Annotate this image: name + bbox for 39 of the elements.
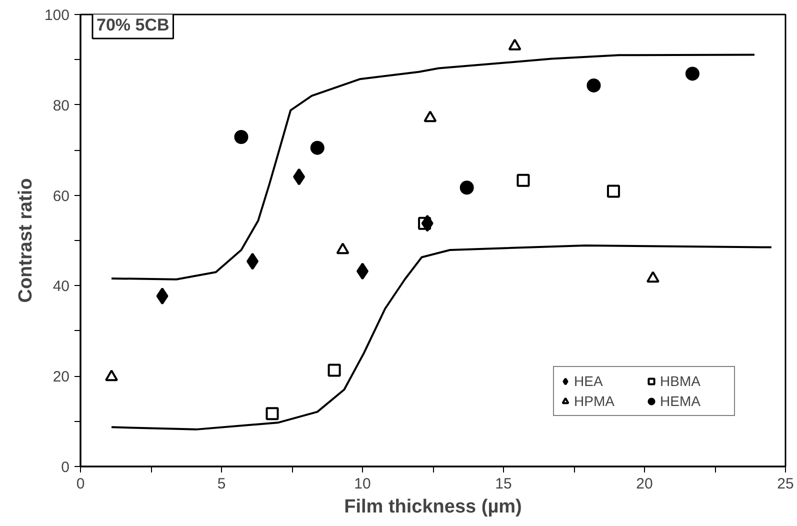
y-tick-label: 100 bbox=[44, 7, 70, 24]
point bbox=[508, 38, 522, 50]
x-tick-label: 5 bbox=[217, 476, 226, 492]
point bbox=[424, 110, 437, 122]
y-tick-label: 60 bbox=[52, 188, 70, 205]
line-series bbox=[110, 244, 772, 430]
point bbox=[328, 364, 341, 377]
point bbox=[586, 78, 601, 92]
x-tick-label: 20 bbox=[636, 476, 653, 492]
x-tick-label: 25 bbox=[777, 476, 794, 492]
x-tick-label: 15 bbox=[495, 476, 512, 492]
point bbox=[266, 407, 279, 420]
point bbox=[234, 130, 248, 144]
point bbox=[293, 168, 306, 186]
y-tick-label: 0 bbox=[61, 459, 70, 476]
point bbox=[246, 252, 259, 270]
legend-label: HPMA bbox=[574, 393, 616, 409]
point bbox=[156, 288, 168, 305]
y-tick-label: 80 bbox=[52, 97, 70, 114]
point bbox=[685, 66, 700, 81]
legend-label: HBMA bbox=[660, 373, 702, 389]
x-axis-title: Film thickness (µm) bbox=[344, 496, 522, 518]
point bbox=[460, 180, 474, 195]
y-tick-label: 20 bbox=[52, 368, 70, 386]
y-axis-title: Contrast ratio bbox=[15, 178, 36, 303]
x-tick-label: 10 bbox=[354, 476, 371, 492]
line-series bbox=[110, 54, 756, 280]
y-tick-label: 40 bbox=[52, 278, 70, 296]
point bbox=[336, 242, 350, 254]
point bbox=[418, 216, 432, 230]
point bbox=[646, 271, 660, 283]
x-tick-label: 0 bbox=[76, 476, 85, 492]
legend-label: HEMA bbox=[660, 393, 702, 409]
point bbox=[606, 184, 620, 198]
legend-label: HEA bbox=[574, 373, 604, 389]
point bbox=[105, 370, 118, 382]
point bbox=[310, 140, 324, 155]
annotation: 70% 5CB bbox=[96, 16, 170, 34]
point bbox=[516, 174, 530, 187]
